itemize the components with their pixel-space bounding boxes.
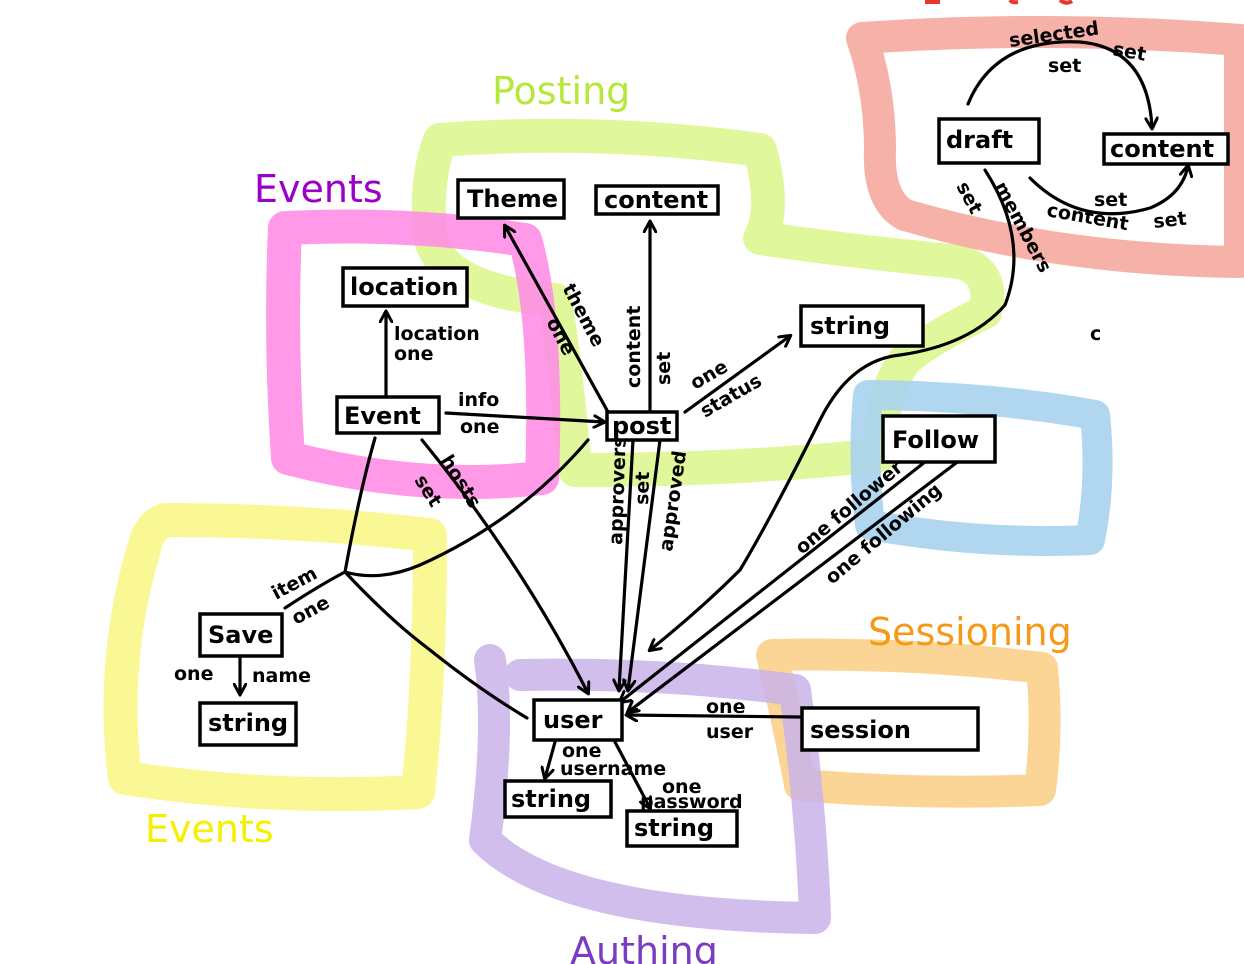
authing-group-title: Authing: [570, 929, 718, 964]
node-event-label: Event: [344, 402, 421, 430]
node-content-draft: content: [1102, 132, 1230, 166]
edge-event-user-hosts: [420, 438, 588, 693]
stray-mark: c: [1090, 323, 1101, 345]
edge-label-selected-set-b: set: [1048, 55, 1081, 77]
node-post-label: post: [612, 412, 671, 440]
edge-save-item-user: [343, 570, 529, 720]
edge-post-user-approved: [628, 438, 662, 690]
edge-draft-content-set: [1028, 166, 1188, 216]
edge-save-item-post: [343, 438, 590, 578]
edge-label-info-name: info: [458, 389, 499, 411]
edge-follow-user-follower: [620, 456, 932, 702]
edge-event-post: [444, 411, 604, 422]
node-follow: Follow: [881, 414, 997, 464]
node-content-posting-label: content: [604, 186, 708, 214]
edge-label-location-multiplicity: one: [394, 343, 433, 365]
edge-user-username: [545, 740, 557, 778]
node-location: location: [341, 266, 469, 308]
node-string-name-label: string: [208, 709, 288, 737]
events-yellow-group-outline: [103, 503, 447, 812]
node-content-draft-label: content: [1110, 135, 1214, 163]
edge-label-name: name: [252, 665, 311, 687]
node-content-posting: content: [594, 184, 720, 216]
node-draft-label: draft: [946, 126, 1013, 154]
edge-session-user: [627, 715, 802, 717]
edge-label-approvers: approvers: [605, 436, 631, 545]
events-pink-group-outline: [266, 209, 561, 500]
node-location-label: location: [350, 273, 458, 301]
edge-post-user-approvers: [619, 438, 635, 690]
edge-label-password-multiplicity: one: [662, 776, 701, 798]
edge-label-username-multiplicity: one: [562, 740, 601, 762]
edge-label-approved-multiplicity: set: [631, 471, 654, 505]
edge-label-location-name: location: [394, 323, 480, 345]
drafting-group-title-fragment: [925, 0, 1074, 5]
node-session-label: session: [810, 716, 911, 744]
node-follow-label: Follow: [892, 426, 979, 454]
node-string-status: string: [799, 304, 925, 348]
edge-user-password: [613, 740, 650, 808]
node-post: post: [605, 410, 679, 442]
node-event: Event: [335, 395, 441, 435]
edge-label-session-multiplicity: one: [706, 696, 745, 718]
sessioning-group-title: Sessioning: [868, 610, 1072, 654]
node-session: session: [800, 706, 980, 752]
node-string-username-label: string: [511, 785, 591, 813]
edge-label-info-multiplicity: one: [460, 416, 499, 438]
edge-label-draft-content-set-b: set: [1152, 208, 1187, 233]
edge-post-theme: [505, 226, 610, 414]
edge-label-username: username: [560, 758, 666, 780]
node-draft: draft: [937, 117, 1041, 165]
node-save-label: Save: [208, 621, 273, 649]
edge-label-name-multiplicity: one: [174, 663, 213, 685]
posting-group-title: Posting: [492, 69, 630, 113]
node-theme: Theme: [456, 178, 566, 220]
edge-label-session-name: user: [706, 721, 754, 743]
edge-save-item-event: [283, 436, 377, 610]
following-group-outline: [850, 380, 1113, 556]
node-string-status-label: string: [810, 312, 890, 340]
edge-follow-user-following: [628, 458, 962, 712]
node-user-label: user: [543, 706, 603, 734]
edge-label-content-name: content: [623, 306, 645, 388]
edge-draft-user-members: [650, 168, 1016, 650]
edge-post-status: [683, 336, 790, 414]
edge-label-password: password: [640, 791, 743, 813]
drafting-group-outline: [846, 15, 1244, 278]
node-string-name: string: [198, 701, 298, 747]
edge-draft-content-selected: [966, 40, 1152, 128]
events-bottom-group-title: Events: [145, 807, 274, 851]
edge-label-draft-content-set-a: set: [1094, 189, 1127, 211]
node-string-username: string: [503, 779, 613, 819]
edge-label-content-multiplicity: set: [653, 352, 675, 385]
edge-label-item-multiplicity: one: [288, 591, 333, 629]
node-theme-label: Theme: [467, 185, 558, 213]
edge-label-selected-set-a: set: [1111, 38, 1148, 65]
node-user: user: [532, 698, 624, 742]
authing-group-outline: [469, 644, 831, 934]
node-string-password-label: string: [634, 814, 714, 842]
node-string-password: string: [625, 809, 739, 848]
events-top-group-title: Events: [254, 167, 383, 211]
edge-label-members-multiplicity: set: [952, 178, 987, 218]
node-save: Save: [198, 612, 284, 658]
